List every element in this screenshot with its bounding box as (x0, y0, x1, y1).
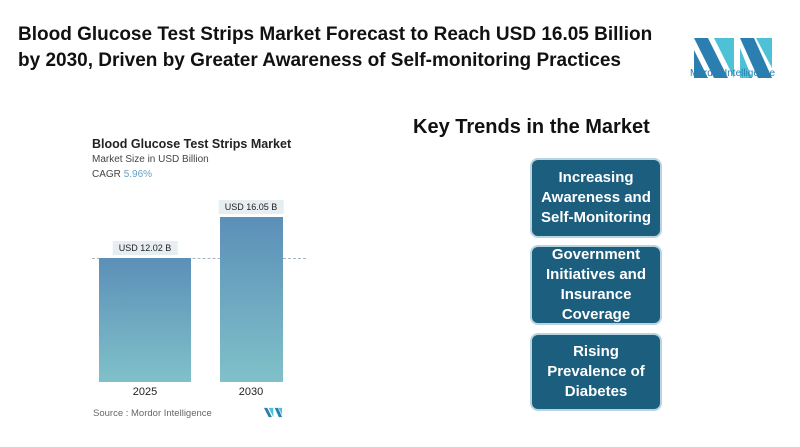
data-label: USD 12.02 B (112, 241, 178, 256)
source: Source : Mordor Intelligence (93, 408, 212, 419)
cagr-value: 5.96% (123, 169, 153, 180)
x-tick-label: 2030 (238, 386, 264, 398)
data-label: USD 16.05 B (218, 200, 284, 214)
bar-2030 (219, 217, 283, 382)
headline: Blood Glucose Test Strips Market Forecas… (18, 24, 653, 71)
logo-text: Mordor Intelligence (690, 68, 776, 79)
chart-title: Blood Glucose Test Strips Market (92, 137, 292, 151)
cagr-label: CAGR (92, 169, 121, 180)
x-tick-label: 2025 (132, 386, 158, 398)
trend-box: Government Initiatives and Insurance Cov… (530, 245, 662, 325)
mordor-logo (694, 38, 772, 78)
key-trends-title: Key Trends in the Market (413, 116, 650, 138)
trend-box: Increasing Awareness and Self-Monitoring (530, 158, 662, 238)
chart-subtitle: Market Size in USD Billion (92, 154, 209, 165)
reference-line (92, 258, 306, 259)
source-logo-icon (264, 407, 283, 418)
cagr: CAGR 5.96% (92, 169, 152, 180)
trend-box: Rising Prevalence of Diabetes (530, 333, 662, 411)
bar-2025 (99, 258, 191, 382)
